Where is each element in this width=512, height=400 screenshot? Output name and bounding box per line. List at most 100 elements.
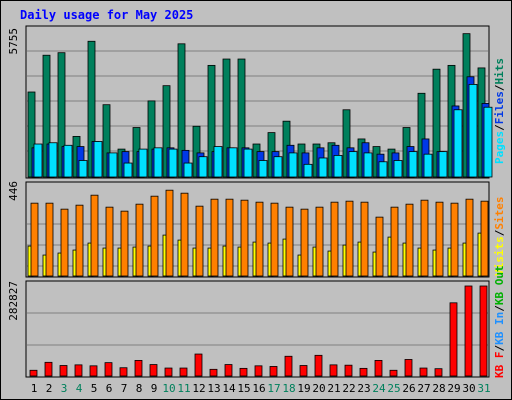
x-tick-label: 25	[387, 382, 400, 395]
sites-bar	[480, 200, 489, 277]
x-tick-label: 26	[402, 382, 415, 395]
x-tick-label: 18	[282, 382, 295, 395]
kbytes-bar	[299, 365, 308, 377]
kbytes-bar	[149, 364, 158, 377]
hits-bar	[342, 109, 351, 178]
sites-bar	[135, 203, 144, 277]
hits-bar	[162, 85, 171, 178]
visits-legend: Visits/Sites	[493, 197, 506, 277]
pages-bar	[423, 153, 433, 178]
pages-bar	[348, 151, 358, 178]
kbytes-bar	[239, 367, 248, 377]
kbytes-bar	[89, 365, 98, 377]
kbytes-legend-part: KB In	[493, 312, 506, 345]
pages-bar	[153, 147, 163, 178]
kbytes-bar	[194, 353, 203, 377]
x-tick-label: 10	[162, 382, 175, 395]
x-tick-label: 31	[477, 382, 490, 395]
sites-bar	[165, 189, 174, 277]
sites-bar	[465, 198, 474, 277]
visits-legend-part: Visits	[493, 236, 506, 276]
pages-bar	[198, 156, 208, 178]
hits-bar	[237, 58, 246, 178]
kbytes-bar	[179, 367, 188, 377]
kbytes-bar	[29, 369, 38, 377]
kbytes-bar	[374, 360, 383, 377]
pages-bar	[228, 147, 238, 178]
sites-bar	[240, 199, 249, 277]
kbytes-bar	[479, 285, 488, 377]
x-tick-label: 11	[177, 382, 190, 395]
pages-bar	[273, 156, 283, 178]
pages-bar	[63, 144, 73, 178]
kbytes-legend-part: /	[493, 345, 506, 352]
x-tick-label: 12	[192, 382, 205, 395]
kbytes-bar	[269, 366, 278, 377]
x-tick-label: 5	[91, 382, 98, 395]
sites-bar	[45, 202, 54, 277]
x-tick-label: 30	[462, 382, 475, 395]
hits-legend-part: Files	[493, 91, 506, 124]
pages-bar	[138, 148, 148, 178]
hits-bar	[417, 92, 426, 178]
hits-legend-part: /	[493, 84, 506, 91]
pages-bar	[108, 152, 118, 178]
kbytes-bar	[419, 367, 428, 377]
pages-bar	[243, 148, 253, 178]
kbytes-legend-part: /	[493, 305, 506, 312]
kbytes-bar	[464, 285, 473, 377]
x-tick-label: 17	[267, 382, 280, 395]
pages-bar	[438, 151, 448, 178]
sites-bar	[435, 201, 444, 277]
x-tick-label: 28	[432, 382, 445, 395]
pages-bar	[363, 152, 373, 178]
pages-bar	[468, 84, 478, 178]
x-tick-label: 22	[342, 382, 355, 395]
sites-bar	[375, 216, 384, 277]
sites-bar	[390, 206, 399, 277]
x-tick-label: 6	[106, 382, 113, 395]
pages-bar	[48, 142, 58, 178]
sites-bar	[90, 194, 99, 277]
x-tick-label: 14	[222, 382, 236, 395]
pages-bar	[93, 141, 103, 178]
pages-bar	[303, 163, 313, 178]
kbytes-bar	[329, 364, 338, 377]
sites-bar	[75, 204, 84, 277]
sites-bar	[105, 206, 114, 277]
sites-bar	[420, 199, 429, 277]
pages-bar	[318, 157, 328, 178]
kbytes-legend-part: KB Out	[493, 265, 506, 305]
kbytes-bar	[314, 354, 323, 377]
pages-bar	[453, 109, 463, 178]
hits-legend-part: Hits	[493, 58, 506, 85]
sites-bar	[300, 208, 309, 277]
hits-bar	[57, 52, 66, 178]
pages-bar	[288, 152, 298, 178]
sites-bar	[345, 200, 354, 277]
x-tick-label: 8	[136, 382, 143, 395]
x-tick-label: 23	[357, 382, 370, 395]
hits-bar	[222, 58, 231, 178]
kbytes-legend-part: KB F	[493, 352, 506, 379]
sites-bar	[60, 208, 69, 277]
hits-bar	[207, 64, 216, 178]
hits-bar	[87, 40, 96, 178]
kbytes-bar	[404, 359, 413, 377]
kbytes-bar	[254, 365, 263, 377]
pages-bar	[393, 160, 403, 178]
sites-bar	[285, 206, 294, 277]
sites-bar	[120, 210, 129, 277]
sites-bar	[450, 202, 459, 277]
x-tick-label: 24	[372, 382, 386, 395]
kbytes-bar	[59, 365, 68, 377]
pages-bar	[258, 160, 268, 178]
sites-bar	[150, 195, 159, 277]
pages-bar	[33, 143, 43, 178]
x-tick-label: 15	[237, 382, 250, 395]
sites-bar	[225, 198, 234, 277]
hits-bar	[147, 100, 156, 178]
x-tick-label: 3	[61, 382, 68, 395]
sites-bar	[210, 198, 219, 277]
